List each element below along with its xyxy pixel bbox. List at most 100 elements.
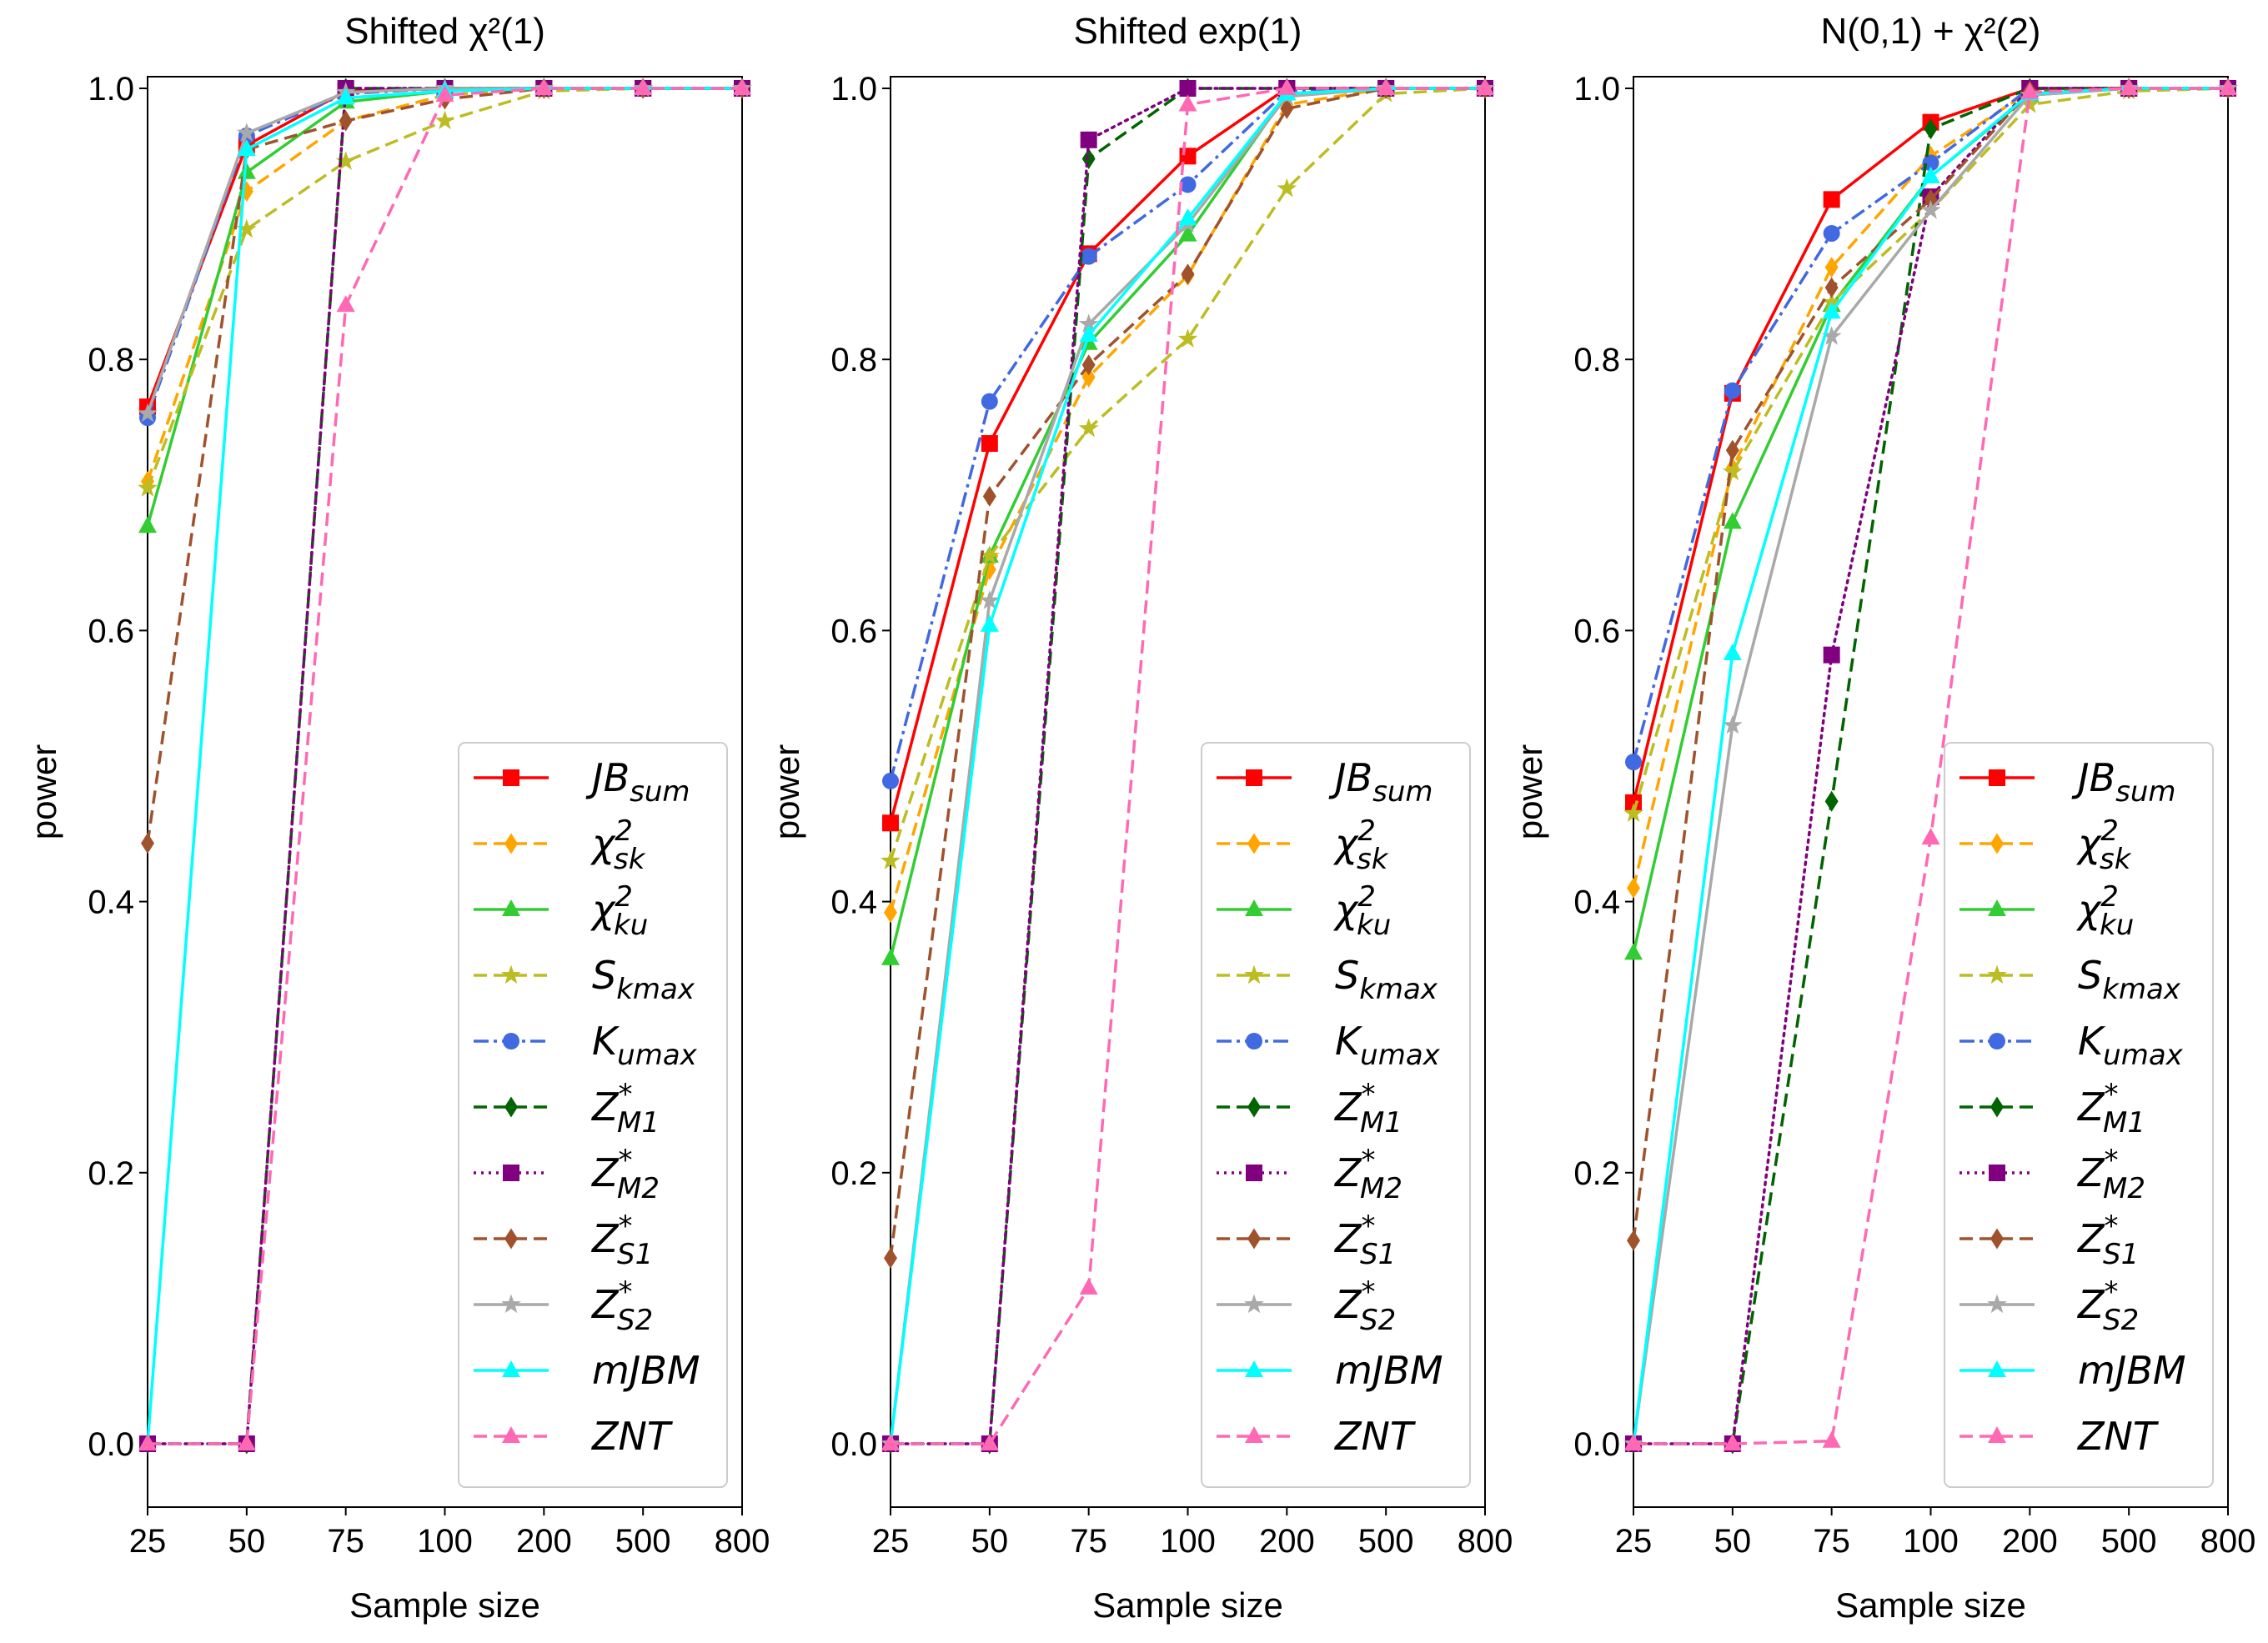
legend-box bbox=[458, 742, 728, 1488]
legend-label: Z* M1 bbox=[590, 1078, 660, 1140]
data-point-chi2ku bbox=[1723, 512, 1742, 529]
legend-label-sub: kmax bbox=[616, 973, 695, 1006]
x-tick-label: 25 bbox=[872, 1523, 910, 1560]
data-point-ZM1 bbox=[1824, 790, 1839, 812]
legend-label-sup: 2 bbox=[615, 814, 633, 848]
legend-label-base: ZNT bbox=[2076, 1414, 2160, 1459]
data-point-Kumax bbox=[1080, 248, 1097, 265]
data-point-ZNT bbox=[237, 1434, 256, 1450]
legend-marker-Kumax bbox=[1246, 1033, 1262, 1049]
y-tick-label: 1.0 bbox=[830, 71, 877, 108]
series-group bbox=[138, 78, 752, 1455]
x-tick-label: 100 bbox=[1160, 1523, 1216, 1560]
legend-label: ZNT bbox=[2076, 1414, 2160, 1459]
data-point-ZNT bbox=[634, 78, 653, 95]
legend-label-base: Z bbox=[1333, 1282, 1362, 1327]
data-point-ZNT bbox=[1079, 1278, 1098, 1295]
x-tick-label: 75 bbox=[1070, 1523, 1107, 1560]
data-point-ZM1 bbox=[1924, 118, 1938, 140]
legend-marker-ZNT bbox=[1988, 1426, 2006, 1443]
data-point-ZNT bbox=[1277, 78, 1297, 95]
data-point-Skmax bbox=[1078, 418, 1099, 438]
data-point-ZNT bbox=[435, 85, 454, 103]
data-point-ZNT bbox=[1476, 78, 1494, 95]
data-point-Kumax bbox=[1823, 224, 1840, 242]
data-point-Skmax bbox=[138, 478, 158, 497]
legend-label-base: ZNT bbox=[590, 1414, 674, 1459]
legend-marker-Kumax bbox=[503, 1033, 519, 1049]
x-axis-label: Sample size bbox=[1835, 1585, 2026, 1625]
data-point-mJBM bbox=[1178, 208, 1197, 226]
legend-marker-ZS1 bbox=[1247, 1228, 1261, 1250]
x-tick-label: 50 bbox=[971, 1523, 1009, 1560]
y-tick-label: 0.4 bbox=[1573, 884, 1620, 921]
x-tick-label: 25 bbox=[1615, 1523, 1653, 1560]
data-point-mJBM bbox=[1079, 324, 1098, 342]
chart-panel-3: N(0,1) + χ²(2) 0.0 0.2 0.4 0.6 0.8 1.0 25 50 75 10… bbox=[1510, 11, 2255, 1625]
legend-label-sub: M1 bbox=[1360, 1106, 1402, 1140]
legend-label-base: χ bbox=[590, 887, 616, 932]
legend-label-base: K bbox=[2078, 1019, 2106, 1064]
legend-label-base: JB bbox=[585, 755, 630, 800]
legend-label-base: Z bbox=[590, 1216, 620, 1261]
legend-label: Kumax bbox=[1335, 1019, 1441, 1072]
data-point-ZS2 bbox=[138, 403, 158, 423]
legend-label-base: χ bbox=[2075, 887, 2102, 932]
data-point-Skmax bbox=[1623, 803, 1643, 822]
legend-label-sup: * bbox=[619, 1144, 633, 1177]
y-axis-label: power bbox=[1510, 744, 1549, 839]
data-point-mJBM bbox=[980, 614, 999, 632]
legend-label: χ2 sk bbox=[1332, 814, 1389, 876]
x-tick-label: 500 bbox=[1358, 1523, 1414, 1560]
legend-marker-chi2ku bbox=[502, 899, 520, 916]
legend-marker-Kumax bbox=[1989, 1033, 2005, 1049]
data-point-Skmax bbox=[1821, 292, 1842, 311]
data-point-chi2ku bbox=[237, 162, 256, 179]
data-point-ZS2 bbox=[1920, 199, 1941, 219]
legend-label-sup: * bbox=[1362, 1275, 1376, 1309]
legend-label-sub: M1 bbox=[2103, 1106, 2145, 1140]
x-tick-label: 50 bbox=[1714, 1523, 1752, 1560]
data-point-Skmax bbox=[881, 850, 901, 869]
x-tick-label: 800 bbox=[2200, 1523, 2256, 1560]
x-tick-label: 50 bbox=[228, 1523, 266, 1560]
legend-marker-ZM1 bbox=[1990, 1096, 2004, 1118]
legend-label: mJBM bbox=[1335, 1348, 1443, 1393]
data-point-ZS1 bbox=[1181, 263, 1195, 285]
legend-label-sup: * bbox=[2105, 1275, 2119, 1309]
y-axis-label: power bbox=[24, 744, 63, 839]
legend-label-sub: M2 bbox=[617, 1172, 660, 1205]
legend-label-sup: * bbox=[2105, 1144, 2119, 1177]
data-point-ZM2 bbox=[1179, 80, 1197, 97]
data-point-ZNT bbox=[881, 1434, 900, 1450]
data-point-JBsum bbox=[1823, 191, 1840, 208]
legend-marker-JBsum bbox=[503, 769, 519, 786]
legend-marker-ZS2 bbox=[501, 1294, 521, 1314]
legend-label: ZNT bbox=[590, 1414, 674, 1459]
x-tick-label: 25 bbox=[129, 1523, 167, 1560]
legend-label-base: mJBM bbox=[2078, 1348, 2186, 1393]
data-point-ZS1 bbox=[339, 110, 353, 132]
legend-label-sub: S2 bbox=[2103, 1304, 2139, 1337]
data-point-ZNT bbox=[980, 1434, 999, 1450]
legend-marker-ZNT bbox=[502, 1426, 520, 1443]
x-axis-label: Sample size bbox=[1092, 1585, 1283, 1625]
legend-label: Z* M2 bbox=[590, 1144, 660, 1205]
data-point-Kumax bbox=[981, 393, 998, 410]
y-tick-label: 0.2 bbox=[88, 1155, 134, 1192]
legend-marker-mJBM bbox=[502, 1360, 520, 1377]
y-tick-label: 0.0 bbox=[88, 1426, 134, 1463]
data-point-ZNT bbox=[1921, 828, 1940, 845]
legend-marker-ZS2 bbox=[1244, 1294, 1264, 1314]
data-point-ZNT bbox=[2219, 78, 2237, 95]
legend-label-sub: M1 bbox=[617, 1106, 660, 1140]
legend-label-sub: ku bbox=[2100, 909, 2134, 942]
legend-label-base: χ bbox=[590, 821, 616, 866]
legend-label-base: S bbox=[1335, 953, 1359, 998]
data-point-ZNT bbox=[1822, 1430, 1841, 1448]
x-tick-label: 200 bbox=[2002, 1523, 2058, 1560]
legend-box bbox=[1201, 742, 1471, 1488]
